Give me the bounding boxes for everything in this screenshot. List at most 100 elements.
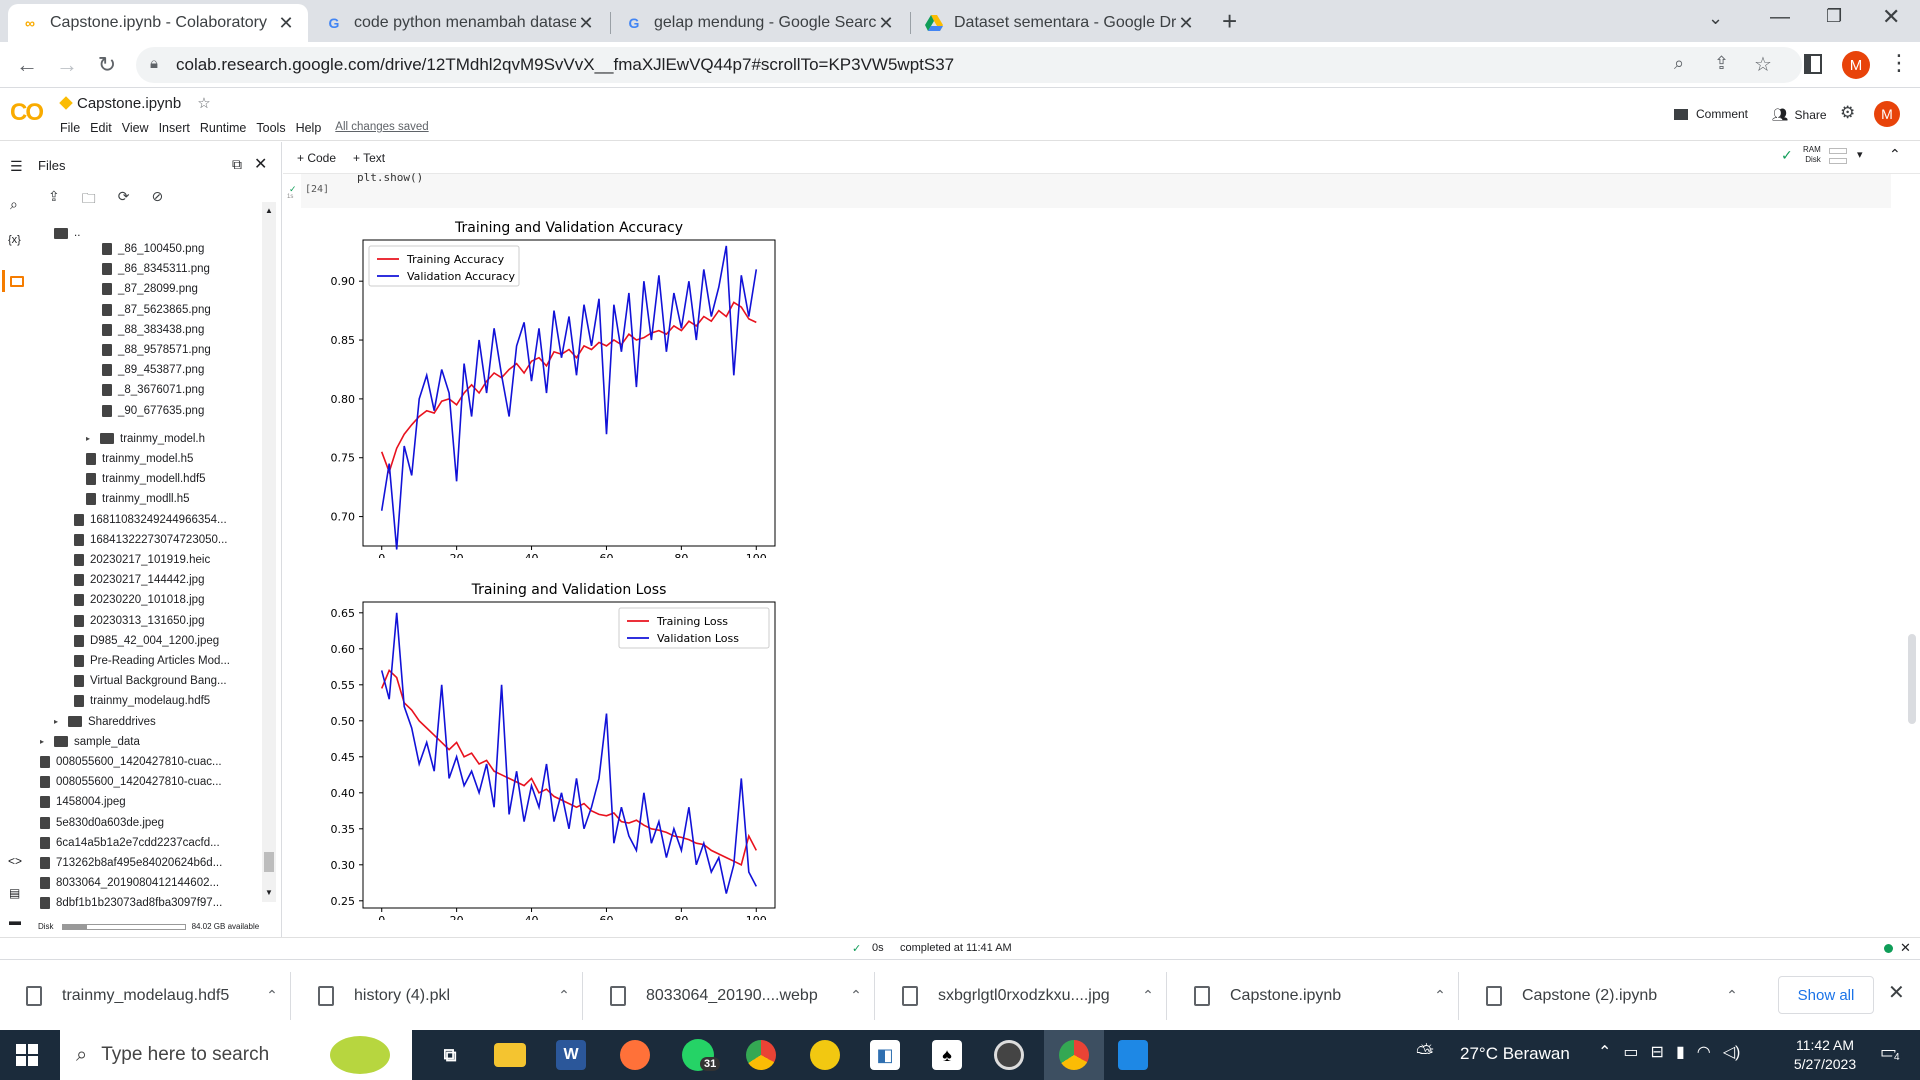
download-item[interactable]: Capstone (2).ipynb ⌃ — [1460, 960, 1752, 1031]
resources-indicator[interactable]: RAM Disk — [1803, 145, 1821, 165]
toc-icon[interactable]: ☰ — [10, 158, 23, 174]
windows-start-icon[interactable] — [16, 1044, 38, 1066]
usb-icon[interactable]: ⊟ — [1650, 1044, 1664, 1061]
weather-text[interactable]: 27°C Berawan — [1460, 1044, 1570, 1063]
chevron-up-icon[interactable]: ⌃ — [850, 987, 862, 1003]
file-row[interactable]: _89_453877.png — [102, 361, 204, 379]
saved-status[interactable]: All changes saved — [335, 121, 429, 133]
menu-runtime[interactable]: Runtime — [199, 121, 247, 135]
hide-hidden-icon[interactable]: ⊘ — [151, 188, 164, 204]
wifi-icon[interactable]: ◠ — [1696, 1044, 1711, 1061]
file-row[interactable]: _86_100450.png — [102, 240, 204, 258]
code-snippets-icon[interactable]: <> — [8, 854, 23, 868]
close-icon[interactable]: ✕ — [878, 12, 894, 33]
command-palette-icon[interactable]: ▤ — [9, 886, 21, 900]
file-row[interactable]: 8dbf1b1b23073ad8fba3097f97... — [40, 894, 222, 912]
window-close-icon[interactable]: ✕ — [1882, 4, 1901, 29]
file-row[interactable]: 5e830d0a603de.jpeg — [40, 814, 164, 832]
chrome-active-icon[interactable] — [1044, 1030, 1104, 1080]
volume-icon[interactable]: ◁) — [1722, 1044, 1741, 1061]
clock[interactable]: 11:42 AM 5/27/2023 — [1780, 1036, 1870, 1074]
menu-tools[interactable]: Tools — [256, 121, 286, 135]
file-row[interactable]: 713262b8af495e84020624b6d... — [40, 854, 222, 872]
close-panel-icon[interactable]: ✕ — [254, 156, 268, 173]
browser-menu-icon[interactable]: ⋮ — [1888, 50, 1910, 75]
back-arrow-icon[interactable]: ← — [16, 52, 38, 77]
download-item[interactable]: Capstone.ipynb ⌃ — [1168, 960, 1460, 1031]
folder-row[interactable]: ▸ sample_data — [40, 733, 140, 751]
minimize-icon[interactable]: — — [1770, 6, 1790, 28]
file-row[interactable]: _90_677635.png — [102, 402, 204, 420]
show-all-downloads-button[interactable]: Show all — [1778, 976, 1874, 1014]
file-row[interactable]: _87_5623865.png — [102, 301, 211, 319]
status-message[interactable]: completed at 11:41 AM — [900, 942, 1012, 954]
folder-row[interactable]: ▸ Shareddrives — [54, 713, 156, 731]
file-row[interactable]: 20230217_101919.heic — [74, 551, 210, 569]
chevron-right-icon[interactable]: ▸ — [86, 434, 91, 444]
menu-edit[interactable]: Edit — [90, 121, 112, 135]
file-row[interactable]: 1458004.jpeg — [40, 793, 126, 811]
file-row[interactable]: Pre-Reading Articles Mod... — [74, 652, 230, 670]
share-page-icon[interactable]: ⇪ — [1714, 53, 1730, 73]
open-in-tab-icon[interactable]: ⧉ — [232, 156, 242, 172]
notebook-scrollbar-thumb[interactable] — [1908, 634, 1916, 724]
new-folder-icon[interactable]: 🗀︎ — [81, 190, 96, 206]
file-row[interactable]: 16811083249244966354... — [74, 511, 227, 529]
file-row[interactable]: 6ca14a5b1a2e7cdd2237cacfd... — [40, 834, 220, 852]
chrome-icon[interactable] — [746, 1040, 776, 1070]
whatsapp-icon[interactable]: 31 — [682, 1039, 721, 1071]
file-row[interactable]: 20230220_101018.jpg — [74, 591, 204, 609]
chevron-right-icon[interactable]: ▸ — [40, 737, 45, 747]
files-folder-icon[interactable] — [10, 276, 24, 287]
variables-icon[interactable]: {x} — [8, 234, 21, 246]
file-row[interactable]: 008055600_1420427810-cuac... — [40, 773, 222, 791]
file-row[interactable]: 20230313_131650.jpg — [74, 612, 204, 630]
tab-search-1[interactable]: G code python menambah dataset ✕ — [312, 4, 608, 42]
scrollbar-thumb[interactable] — [264, 852, 274, 872]
status-close-icon[interactable]: ✕ — [1900, 940, 1911, 955]
file-row[interactable]: trainmy_modell.hdf5 — [86, 470, 206, 488]
chevron-right-icon[interactable]: ▸ — [54, 717, 59, 727]
solitaire-icon[interactable]: ♠ — [932, 1040, 962, 1070]
word-icon[interactable]: W — [556, 1040, 586, 1070]
menu-file[interactable]: File — [60, 121, 81, 135]
file-row[interactable]: _86_8345311.png — [102, 260, 210, 278]
refresh-folder-icon[interactable]: ⟳ — [117, 188, 130, 204]
file-row[interactable]: _88_9578571.png — [102, 341, 211, 359]
file-row[interactable]: 20230217_144442.jpg — [74, 571, 204, 589]
file-row[interactable]: 16841322273074723050... — [74, 531, 228, 549]
close-downloads-icon[interactable]: ✕ — [1888, 982, 1905, 1004]
file-row[interactable]: trainmy_modll.h5 — [86, 490, 190, 508]
file-row[interactable]: _8_3676071.png — [102, 381, 204, 399]
file-row[interactable]: 8033064_2019080412144602... — [40, 874, 219, 892]
taskbar-search-box[interactable]: ⌕ Type here to search — [60, 1030, 412, 1080]
upload-file-icon[interactable]: ⇪ — [48, 188, 60, 204]
notebook-title[interactable]: Capstone.ipynb ☆ — [59, 94, 211, 112]
file-row[interactable]: _88_383438.png — [102, 321, 204, 339]
tab-colab[interactable]: ∞ Capstone.ipynb - Colaboratory ✕ — [8, 4, 308, 42]
add-text-button[interactable]: + Text — [353, 151, 386, 165]
menu-help[interactable]: Help — [295, 121, 322, 135]
scroll-up-icon[interactable]: ▲ — [265, 206, 273, 215]
chevron-up-icon[interactable]: ⌃ — [1598, 1044, 1612, 1061]
file-row[interactable]: D985_42_004_1200.jpeg — [74, 632, 219, 650]
close-icon[interactable]: ✕ — [278, 12, 294, 33]
folder-row[interactable]: ▸ trainmy_model.h — [86, 430, 205, 448]
new-tab-button[interactable]: + — [1222, 6, 1238, 36]
close-icon[interactable]: ✕ — [1178, 12, 1194, 33]
app-icon[interactable] — [810, 1040, 840, 1070]
forward-arrow-icon[interactable]: → — [56, 52, 78, 77]
reload-icon[interactable]: ↻ — [97, 52, 117, 77]
scroll-down-icon[interactable]: ▼ — [265, 888, 273, 897]
task-view-icon[interactable]: ⧉ — [443, 1044, 457, 1065]
comment-button[interactable]: Comment — [1674, 107, 1748, 121]
share-button[interactable]: 👥︎ Share — [1772, 107, 1827, 123]
chevron-up-icon[interactable]: ⌃ — [558, 987, 570, 1003]
file-row[interactable]: Virtual Background Bang... — [74, 672, 227, 690]
colab-avatar[interactable]: M — [1874, 101, 1900, 127]
search-icon[interactable]: ⌕ — [10, 196, 18, 212]
file-row[interactable]: 008055600_1420427810-cuac... — [40, 753, 222, 771]
download-item[interactable]: 8033064_20190....webp ⌃ — [584, 960, 876, 1031]
firefox-icon[interactable] — [620, 1040, 650, 1070]
battery-icon[interactable]: ▮ — [1675, 1044, 1685, 1061]
